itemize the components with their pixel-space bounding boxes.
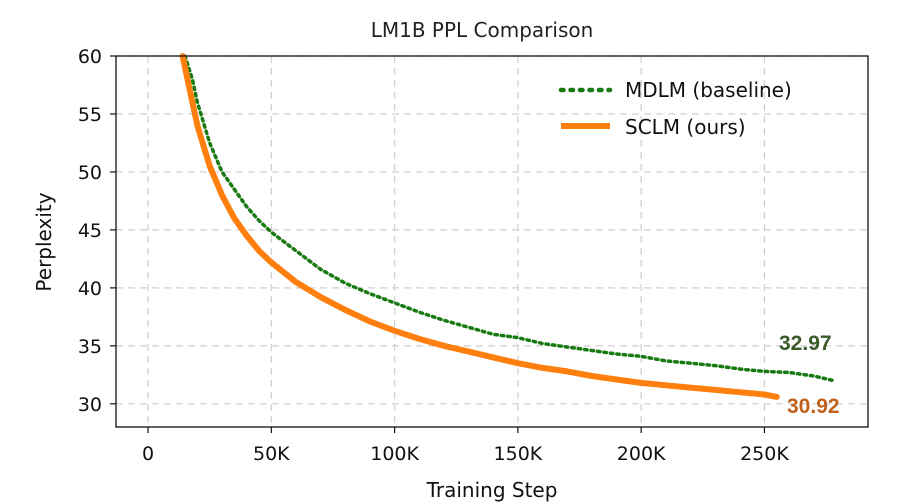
plot-frame (115, 55, 869, 428)
x-axis-title: Training Step (426, 478, 558, 502)
y-axis-ticks: 30 35 40 45 50 55 60 (78, 46, 116, 416)
y-tick-label: 30 (78, 394, 102, 416)
legend: MDLM (baseline) SCLM (ours) (558, 78, 792, 139)
y-tick-label: 40 (78, 278, 102, 300)
series-line-sclm (179, 53, 780, 400)
legend-label-sclm: SCLM (ours) (625, 115, 746, 139)
y-tick-label: 55 (78, 104, 102, 126)
chart-title: LM1B PPL Comparison (371, 18, 594, 42)
x-axis-ticks: 0 50K 100K 150K 200K 250K (142, 427, 789, 465)
legend-label-mdlm: MDLM (baseline) (625, 78, 792, 102)
x-tick-label: 200K (617, 443, 666, 465)
series-layer (179, 53, 836, 400)
y-tick-label: 35 (78, 336, 102, 358)
x-tick-label: 150K (494, 443, 543, 465)
x-tick-label: 0 (142, 443, 154, 465)
y-tick-label: 60 (78, 46, 102, 68)
x-tick-label: 250K (740, 443, 789, 465)
y-axis-title: Perplexity (32, 192, 56, 291)
sclm-final-value-label: 30.92 (787, 395, 840, 418)
series-line-mdlm (183, 54, 836, 383)
x-tick-label: 100K (370, 443, 419, 465)
mdlm-final-value-label: 32.97 (779, 332, 832, 355)
y-tick-label: 45 (78, 220, 102, 242)
x-tick-label: 50K (253, 443, 290, 465)
y-tick-label: 50 (78, 162, 102, 184)
